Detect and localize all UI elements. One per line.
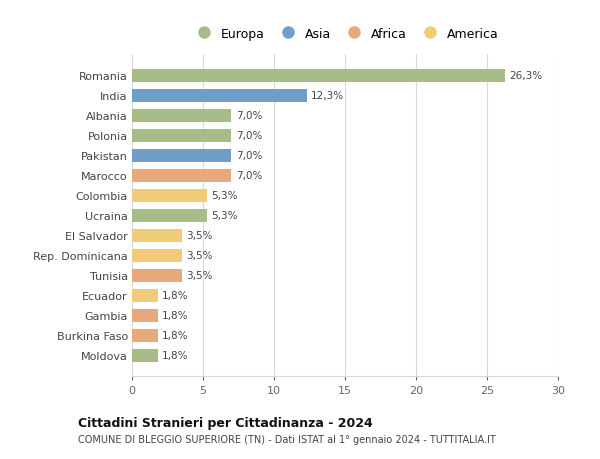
Text: 3,5%: 3,5% xyxy=(186,231,212,241)
Text: 12,3%: 12,3% xyxy=(311,91,344,101)
Bar xyxy=(132,209,207,222)
Bar xyxy=(132,349,158,362)
Bar xyxy=(132,329,158,342)
Text: 1,8%: 1,8% xyxy=(162,291,188,301)
Text: COMUNE DI BLEGGIO SUPERIORE (TN) - Dati ISTAT al 1° gennaio 2024 - TUTTITALIA.IT: COMUNE DI BLEGGIO SUPERIORE (TN) - Dati … xyxy=(78,434,496,443)
Bar xyxy=(132,269,182,282)
Bar xyxy=(132,129,232,142)
Text: 5,3%: 5,3% xyxy=(212,211,238,221)
Bar xyxy=(132,309,158,322)
Bar xyxy=(132,229,182,242)
Bar xyxy=(132,70,505,83)
Bar xyxy=(132,189,207,202)
Bar xyxy=(132,289,158,302)
Text: 3,5%: 3,5% xyxy=(186,251,212,261)
Text: 7,0%: 7,0% xyxy=(236,171,262,181)
Text: 3,5%: 3,5% xyxy=(186,270,212,280)
Text: Cittadini Stranieri per Cittadinanza - 2024: Cittadini Stranieri per Cittadinanza - 2… xyxy=(78,416,373,429)
Bar xyxy=(132,90,307,102)
Text: 1,8%: 1,8% xyxy=(162,330,188,340)
Legend: Europa, Asia, Africa, America: Europa, Asia, Africa, America xyxy=(186,23,504,46)
Bar xyxy=(132,169,232,182)
Bar xyxy=(132,150,232,162)
Bar xyxy=(132,249,182,262)
Text: 7,0%: 7,0% xyxy=(236,131,262,141)
Text: 5,3%: 5,3% xyxy=(212,191,238,201)
Text: 26,3%: 26,3% xyxy=(510,71,543,81)
Text: 7,0%: 7,0% xyxy=(236,111,262,121)
Text: 1,8%: 1,8% xyxy=(162,310,188,320)
Bar xyxy=(132,110,232,123)
Text: 1,8%: 1,8% xyxy=(162,350,188,360)
Text: 7,0%: 7,0% xyxy=(236,151,262,161)
